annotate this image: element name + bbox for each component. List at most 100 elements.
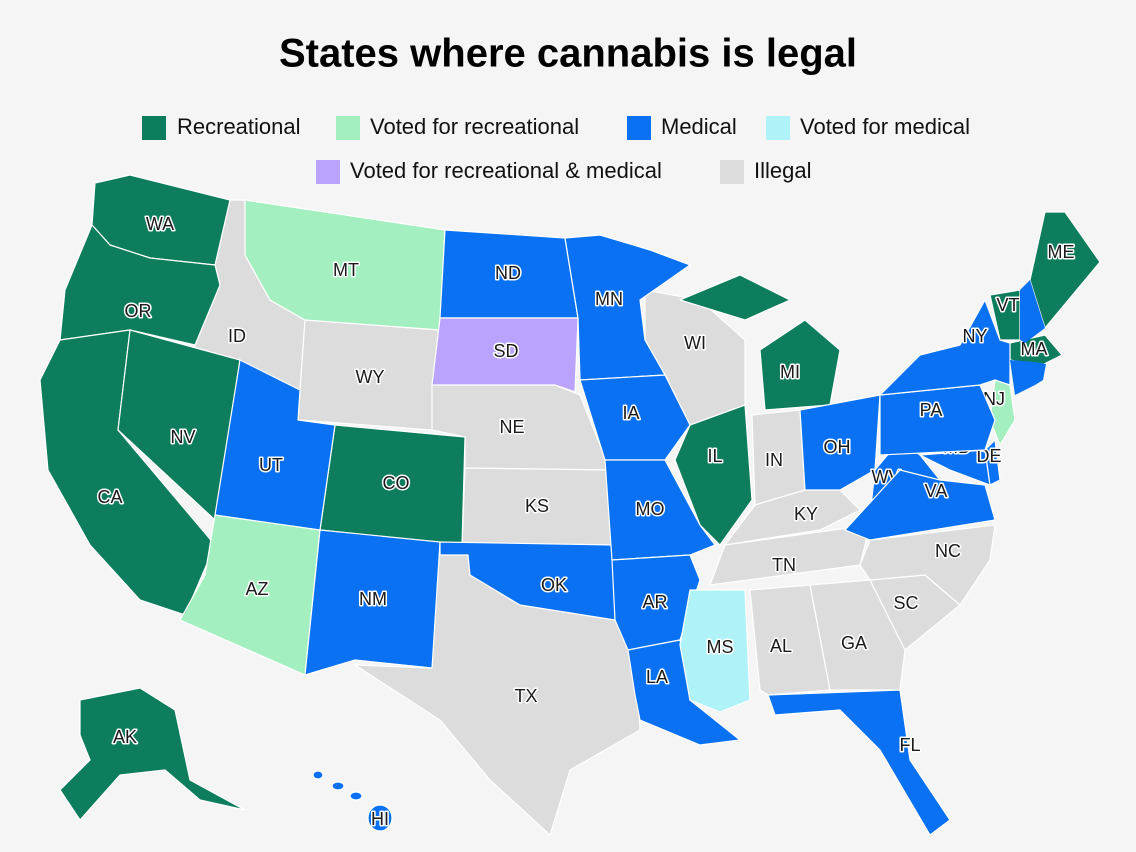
state-label: WA <box>146 214 174 234</box>
state: VT <box>989 289 1021 341</box>
state: NY <box>879 299 1011 396</box>
state: GA <box>809 579 906 691</box>
state: AL <box>749 584 831 696</box>
state: CA <box>39 329 216 616</box>
state-label: SC <box>893 593 918 613</box>
state-label: LA <box>646 667 668 687</box>
state: OH <box>799 394 881 491</box>
state-label: AR <box>642 592 667 612</box>
state: SC <box>869 574 961 651</box>
state: MA <box>1009 334 1063 367</box>
state-label: NE <box>499 417 524 437</box>
state-label: NM <box>359 589 387 609</box>
state-label: IL <box>707 446 722 466</box>
state: FL <box>767 689 951 836</box>
state: VA <box>844 469 996 541</box>
legend-swatch <box>720 160 744 184</box>
state-label: NC <box>935 541 961 561</box>
state: NE <box>431 384 611 471</box>
state-label: VT <box>996 295 1019 315</box>
state-label: FL <box>899 735 920 755</box>
state <box>1020 280 1045 343</box>
state-label: GA <box>841 633 867 653</box>
state: IL <box>674 404 753 546</box>
state-label: VA <box>925 481 948 501</box>
legend-label: Voted for medical <box>800 114 970 139</box>
state-label: OH <box>824 437 851 457</box>
state: WY <box>297 319 441 431</box>
state: IN <box>751 409 806 506</box>
state-label: ID <box>228 326 246 346</box>
state-label: MA <box>1021 339 1048 359</box>
state-label: WI <box>684 333 706 353</box>
state: NM <box>304 529 441 676</box>
state-label: IA <box>622 403 639 423</box>
state-label: ME <box>1048 242 1075 262</box>
state-label: MN <box>595 289 623 309</box>
state: ND <box>439 229 579 319</box>
state-label: MS <box>707 637 734 657</box>
state-label: TN <box>772 555 796 575</box>
legend-label: Voted for recreational & medical <box>350 158 662 183</box>
state: MS <box>679 589 751 713</box>
state-label: HI <box>371 809 389 829</box>
state-label: AZ <box>245 579 268 599</box>
state-label: KS <box>525 496 549 516</box>
state-label: AL <box>770 636 792 656</box>
state-label: UT <box>259 455 283 475</box>
state: HI <box>312 770 393 832</box>
legend-swatch <box>316 160 340 184</box>
state: MT <box>244 199 446 331</box>
legend-swatch <box>142 116 166 140</box>
state: OR <box>59 224 221 346</box>
state: AZ <box>179 514 321 676</box>
state-label: AK <box>113 727 137 747</box>
state <box>1010 360 1035 395</box>
state-label: CA <box>97 487 122 507</box>
legend-label: Illegal <box>754 158 811 183</box>
state <box>1035 362 1046 385</box>
state: MI <box>679 274 841 411</box>
state: CO <box>319 424 466 546</box>
state-label: IN <box>765 450 783 470</box>
state-label: KY <box>794 504 818 524</box>
state-label: NY <box>962 326 987 346</box>
state: IA <box>579 374 691 461</box>
state-label: OK <box>541 575 567 595</box>
legend-label: Medical <box>661 114 737 139</box>
state: NC <box>859 524 996 606</box>
state: MO <box>604 459 716 561</box>
state: PA <box>879 384 996 456</box>
state-label: SD <box>493 341 518 361</box>
state: AK <box>59 687 246 821</box>
legend-label: Recreational <box>177 114 301 139</box>
state: DE <box>975 439 1003 486</box>
title: States where cannabis is legal <box>279 32 857 76</box>
legend-swatch <box>627 116 651 140</box>
state-label: PA <box>920 400 943 420</box>
state: KS <box>461 467 616 546</box>
state: KY <box>724 489 861 546</box>
state: LA <box>627 639 741 746</box>
legend-swatch <box>336 116 360 140</box>
state: UT <box>214 359 336 531</box>
state: SD <box>431 317 579 393</box>
state-label: CO <box>383 473 410 493</box>
state: ME <box>1029 211 1101 329</box>
state-label: MI <box>780 362 800 382</box>
state-label: OR <box>125 301 152 321</box>
state: AR <box>611 554 701 651</box>
state: MN <box>564 234 691 381</box>
state-label: MT <box>333 260 359 280</box>
legend-swatch <box>766 116 790 140</box>
state-label: NV <box>170 427 195 447</box>
legend: Recreational Voted for recreational Medi… <box>142 114 970 184</box>
legend-label: Voted for recreational <box>370 114 579 139</box>
state-label: WY <box>356 367 385 387</box>
state-label: MO <box>636 499 665 519</box>
states: ID WY NE KS TX WI IN KY TN AL GA SC NC W… <box>39 174 1101 836</box>
state-label: TX <box>514 686 537 706</box>
state-label: ND <box>495 263 521 283</box>
state: NV <box>117 329 241 521</box>
